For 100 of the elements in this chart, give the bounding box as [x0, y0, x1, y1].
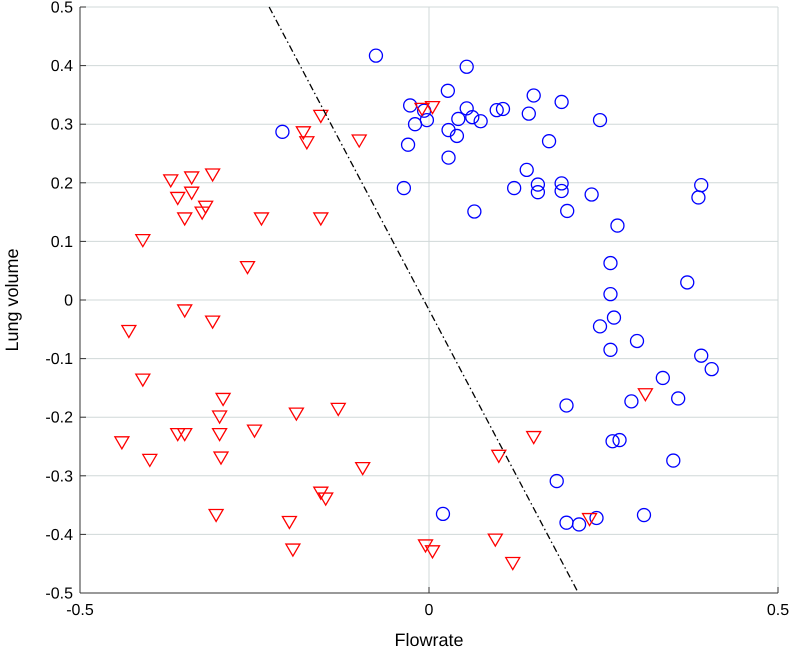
point — [584, 187, 599, 202]
point — [121, 324, 137, 338]
point — [142, 454, 158, 468]
point — [424, 100, 440, 114]
point — [450, 128, 464, 144]
y-tick-label: 0.3 — [50, 116, 74, 134]
y-tick-label: -0.3 — [45, 468, 74, 486]
point — [313, 110, 328, 124]
point — [560, 204, 574, 218]
point — [554, 94, 569, 110]
point — [368, 48, 384, 63]
y-tick-label: -0.2 — [45, 410, 74, 427]
point — [530, 177, 546, 192]
point — [254, 212, 270, 226]
point — [530, 185, 546, 200]
point — [208, 508, 224, 522]
point — [610, 218, 625, 233]
point — [212, 410, 228, 424]
point — [313, 486, 328, 500]
point — [184, 171, 200, 185]
point — [636, 508, 652, 522]
point — [177, 428, 192, 442]
point — [691, 190, 706, 205]
point — [505, 556, 520, 570]
point — [490, 102, 504, 118]
point — [414, 102, 430, 116]
point — [467, 204, 482, 219]
point — [408, 117, 422, 132]
point — [170, 428, 186, 442]
point — [572, 517, 586, 532]
point — [299, 136, 314, 150]
point — [704, 362, 719, 376]
y-tick-label: -0.4 — [45, 526, 74, 544]
point — [526, 430, 542, 444]
point — [318, 492, 334, 506]
point — [441, 122, 456, 138]
point — [198, 200, 214, 214]
point — [694, 178, 708, 192]
point — [666, 453, 680, 468]
point — [114, 436, 130, 450]
point — [170, 192, 186, 206]
point — [416, 104, 432, 118]
point — [135, 234, 150, 248]
point — [212, 428, 228, 442]
point — [496, 102, 510, 116]
point — [400, 138, 416, 152]
point — [240, 260, 256, 274]
x-axis-title: Flowrate — [394, 630, 464, 650]
point — [215, 392, 231, 406]
point — [420, 112, 434, 128]
point — [606, 310, 622, 325]
point — [526, 88, 541, 103]
point — [559, 398, 574, 413]
point — [135, 373, 150, 387]
point — [204, 168, 220, 182]
point — [177, 212, 192, 226]
point — [184, 186, 200, 200]
point — [592, 319, 608, 334]
y-tick-label: 0.4 — [50, 58, 74, 76]
y-tick-label: 0.5 — [50, 0, 74, 16]
point — [330, 402, 346, 416]
point — [603, 256, 618, 270]
point — [204, 315, 220, 329]
point — [424, 545, 440, 558]
point — [624, 394, 639, 409]
x-tick-label: -0.5 — [66, 602, 94, 619]
point — [352, 134, 367, 148]
point — [638, 388, 654, 402]
point — [582, 512, 598, 526]
x-tick-label: 0 — [424, 602, 434, 619]
point — [550, 474, 564, 488]
y-tick-label: 0.2 — [50, 175, 74, 192]
point — [474, 114, 488, 128]
point — [163, 174, 178, 188]
point — [507, 180, 522, 196]
point — [403, 98, 418, 113]
point — [451, 112, 466, 126]
y-tick-label: 0.1 — [50, 234, 74, 251]
point — [612, 432, 627, 448]
point — [554, 184, 569, 198]
point — [441, 150, 456, 165]
point — [488, 533, 503, 547]
point — [522, 106, 536, 121]
point — [680, 275, 694, 290]
point — [603, 286, 618, 302]
point — [418, 539, 434, 553]
y-tick-label: -0.1 — [45, 351, 74, 368]
point — [491, 450, 506, 463]
point — [630, 334, 644, 348]
y-tick-label: 0 — [64, 292, 74, 310]
point — [554, 176, 569, 191]
point — [285, 543, 301, 557]
y-tick-label: -0.5 — [45, 586, 74, 602]
point — [542, 134, 556, 148]
point — [520, 162, 534, 178]
point — [656, 370, 670, 386]
point — [603, 342, 618, 357]
point — [288, 407, 304, 421]
point — [275, 124, 290, 139]
point — [396, 180, 412, 196]
